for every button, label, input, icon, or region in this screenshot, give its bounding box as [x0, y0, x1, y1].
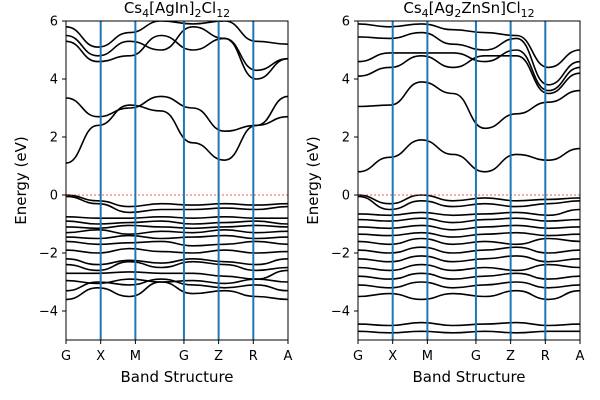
x-tick-label: G [471, 349, 481, 364]
band-line-17 [358, 81, 580, 130]
band-line-7 [66, 247, 288, 254]
band-line-2 [358, 321, 580, 327]
band-line-9 [66, 234, 288, 240]
x-tick-label: G [353, 349, 363, 364]
x-tick-label: G [61, 349, 71, 364]
band-line-4 [66, 269, 288, 280]
band-line-6 [66, 257, 288, 266]
band-line-7 [358, 255, 580, 263]
x-tick-label: R [249, 349, 258, 364]
title-part: [AgIn] [149, 0, 194, 17]
band-line-10 [66, 228, 288, 236]
band-line-12 [66, 220, 288, 225]
y-tick-label: 0 [342, 189, 350, 204]
band-line-4 [358, 281, 580, 289]
band-line-8 [66, 240, 288, 247]
band-line-13 [66, 215, 288, 220]
band-line-12 [358, 217, 580, 224]
x-tick-label: R [541, 349, 550, 364]
y-axis-label: Energy (eV) [12, 136, 30, 224]
title-subscript: 12 [521, 7, 535, 20]
y-tick-label: −4 [331, 305, 350, 320]
x-tick-label: X [96, 349, 105, 364]
title-subscript: 4 [142, 7, 149, 20]
plot-frame [357, 20, 581, 341]
title-subscript: 4 [422, 7, 429, 20]
band-line-18 [358, 54, 580, 95]
band-line-15 [66, 194, 288, 208]
band-line-20 [358, 31, 580, 86]
band-line-16 [66, 104, 288, 164]
y-axis-label: Energy (eV) [304, 136, 322, 224]
band-line-11 [66, 224, 288, 230]
band-line-19 [66, 25, 288, 72]
x-tick-label: Z [506, 349, 515, 364]
band-line-15 [358, 194, 580, 205]
y-tick-label: 0 [50, 189, 58, 204]
y-tick-label: 6 [50, 15, 58, 30]
band-line-3 [358, 289, 580, 301]
band-line-8 [358, 246, 580, 254]
band-line-16 [358, 139, 580, 173]
y-tick-label: 2 [50, 131, 58, 146]
band-line-9 [358, 237, 580, 246]
bands [358, 23, 580, 334]
title-part: [Ag [429, 0, 455, 17]
chart-panel-1: −4 −2 0 2 4 6 G X M G Z R A Band Structure Energy (eV)… [12, 0, 293, 386]
title-subscript: 12 [216, 7, 230, 20]
title-subscript: 2 [195, 7, 202, 20]
title-part: Cl [202, 0, 217, 17]
x-tick-label: M [422, 349, 433, 364]
chart-panel-2: −4 −2 0 2 4 6 G X M G Z R A Band Structure Energy (eV)… [304, 0, 585, 386]
bands [66, 21, 288, 301]
band-line-5 [66, 260, 288, 272]
title-subscript: 2 [454, 7, 461, 20]
band-line-1 [358, 330, 580, 334]
band-line-10 [358, 231, 580, 238]
y-tick-label: 4 [50, 73, 58, 88]
plot-frame [65, 20, 289, 341]
x-tick-label: M [130, 349, 141, 364]
x-axis-label: Band Structure [120, 368, 233, 386]
title-part: Cs [403, 0, 421, 17]
x-axis-label: Band Structure [412, 368, 525, 386]
band-line-5 [358, 272, 580, 280]
y-tick-label: −4 [39, 305, 58, 320]
chart-title: Cs4[AgIn]2Cl12 [124, 0, 230, 20]
y-tick-label: 4 [342, 73, 350, 88]
band-line-11 [358, 224, 580, 231]
x-tick-label: A [284, 349, 293, 364]
chart-title: Cs4[Ag2ZnSn]Cl12 [403, 0, 534, 20]
y-tick-label: −2 [39, 247, 58, 262]
y-tick-label: 2 [342, 131, 350, 146]
x-tick-label: G [179, 349, 189, 364]
title-part: Cs [124, 0, 142, 17]
band-line-13 [358, 208, 580, 217]
y-tick-label: −2 [331, 247, 350, 262]
title-part: ZnSn]Cl [461, 0, 520, 17]
band-line-6 [358, 263, 580, 272]
x-tick-label: X [388, 349, 397, 364]
y-tick-label: 6 [342, 15, 350, 30]
x-tick-label: A [576, 349, 585, 364]
x-tick-label: Z [214, 349, 223, 364]
